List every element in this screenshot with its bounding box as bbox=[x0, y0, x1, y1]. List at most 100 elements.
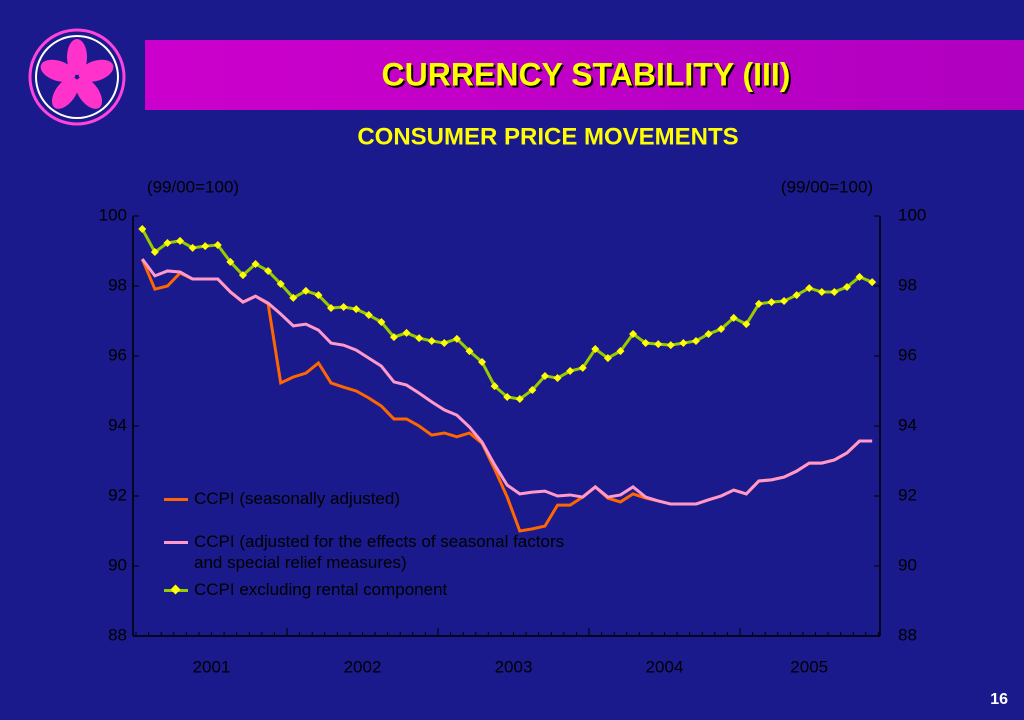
y2-tick-label: 94 bbox=[898, 415, 917, 434]
data-point bbox=[566, 367, 575, 376]
data-point bbox=[213, 241, 222, 250]
data-point bbox=[188, 243, 197, 252]
data-point bbox=[276, 279, 285, 288]
y-tick-label: 90 bbox=[108, 555, 127, 574]
y-tick-label: 92 bbox=[108, 485, 127, 504]
data-point bbox=[591, 345, 600, 353]
data-point bbox=[478, 357, 487, 366]
data-point bbox=[830, 287, 839, 296]
data-point bbox=[842, 283, 851, 292]
logo bbox=[28, 28, 126, 126]
data-point bbox=[704, 329, 713, 338]
data-point bbox=[314, 291, 323, 300]
y-tick-label: 96 bbox=[108, 345, 127, 364]
data-point bbox=[691, 336, 700, 345]
legend-item: CCPI (seasonally adjusted) bbox=[162, 488, 582, 509]
data-point bbox=[515, 395, 524, 404]
y-tick-label: 98 bbox=[108, 275, 127, 294]
data-point bbox=[402, 328, 411, 337]
x-tick-label: 2004 bbox=[646, 657, 684, 676]
x-tick-label: 2005 bbox=[790, 657, 828, 676]
data-point bbox=[415, 334, 424, 343]
legend-swatch bbox=[164, 498, 188, 501]
x-tick-label: 2002 bbox=[344, 657, 382, 676]
data-point bbox=[150, 248, 159, 257]
data-point bbox=[201, 242, 210, 251]
data-point bbox=[540, 371, 549, 380]
legend-item: CCPI excluding rental component bbox=[162, 579, 582, 600]
x-tick-label: 2001 bbox=[193, 657, 231, 676]
y2-axis-label: (99/00=100) bbox=[781, 177, 873, 196]
data-point bbox=[503, 392, 512, 401]
page-number: 16 bbox=[990, 691, 1008, 708]
data-point bbox=[138, 224, 147, 233]
data-point bbox=[817, 287, 826, 296]
legend-label: CCPI (adjusted for the effects of season… bbox=[194, 532, 565, 572]
data-point bbox=[666, 341, 675, 350]
data-point bbox=[289, 293, 298, 302]
legend-swatch bbox=[164, 541, 188, 544]
data-point bbox=[301, 286, 310, 295]
data-point bbox=[616, 347, 625, 356]
legend-marker bbox=[170, 584, 181, 595]
data-point bbox=[729, 313, 738, 322]
data-point bbox=[364, 311, 373, 320]
legend-label: CCPI excluding rental component bbox=[194, 580, 448, 599]
legend: CCPI (seasonally adjusted) CCPI (adjusted… bbox=[162, 488, 582, 606]
data-point bbox=[176, 236, 185, 245]
series-line bbox=[140, 228, 873, 401]
y2-tick-label: 92 bbox=[898, 485, 917, 504]
data-point bbox=[641, 339, 650, 348]
y-tick-label: 100 bbox=[99, 205, 127, 224]
data-point bbox=[629, 329, 638, 338]
data-point bbox=[226, 257, 235, 266]
data-point bbox=[792, 291, 801, 300]
data-point bbox=[855, 272, 864, 281]
data-point bbox=[327, 304, 336, 313]
data-point bbox=[251, 259, 260, 268]
y-tick-label: 88 bbox=[108, 625, 127, 644]
y-axis-label: (99/00=100) bbox=[147, 177, 239, 196]
data-point bbox=[767, 298, 776, 307]
data-point bbox=[339, 303, 348, 311]
data-point bbox=[427, 336, 436, 345]
legend-label: CCPI (seasonally adjusted) bbox=[194, 489, 400, 508]
data-point bbox=[490, 382, 499, 391]
data-point bbox=[163, 238, 172, 247]
data-point bbox=[603, 354, 612, 363]
data-point bbox=[654, 340, 663, 349]
y-tick-label: 94 bbox=[108, 415, 127, 434]
y2-tick-label: 100 bbox=[898, 205, 926, 224]
data-point bbox=[465, 347, 474, 356]
data-point bbox=[389, 333, 398, 342]
data-point bbox=[754, 299, 763, 308]
data-point bbox=[780, 297, 789, 306]
data-point bbox=[553, 374, 562, 383]
data-point bbox=[377, 318, 386, 327]
y2-tick-label: 98 bbox=[898, 275, 917, 294]
series-line bbox=[141, 258, 873, 506]
data-point bbox=[264, 266, 273, 275]
y2-tick-label: 88 bbox=[898, 625, 917, 644]
data-point bbox=[868, 278, 877, 287]
data-point bbox=[805, 284, 814, 293]
chart-title: CONSUMER PRICE MOVEMENTS bbox=[357, 123, 738, 150]
legend-item: CCPI (adjusted for the effects of season… bbox=[162, 531, 582, 573]
data-point bbox=[238, 271, 247, 280]
slide-title-shadow: CURRENCY STABILITY (III) bbox=[384, 58, 793, 94]
header-bar bbox=[145, 40, 1024, 110]
y2-tick-label: 96 bbox=[898, 345, 917, 364]
x-tick-label: 2003 bbox=[495, 657, 533, 676]
data-point bbox=[440, 339, 449, 348]
slide-title: CURRENCY STABILITY (III) bbox=[382, 56, 791, 92]
data-point bbox=[352, 305, 361, 314]
data-point bbox=[679, 339, 688, 348]
data-point bbox=[528, 385, 537, 394]
data-point bbox=[452, 334, 461, 343]
data-point bbox=[717, 325, 726, 334]
data-point bbox=[578, 363, 587, 372]
y2-tick-label: 90 bbox=[898, 555, 917, 574]
data-point bbox=[742, 320, 751, 329]
